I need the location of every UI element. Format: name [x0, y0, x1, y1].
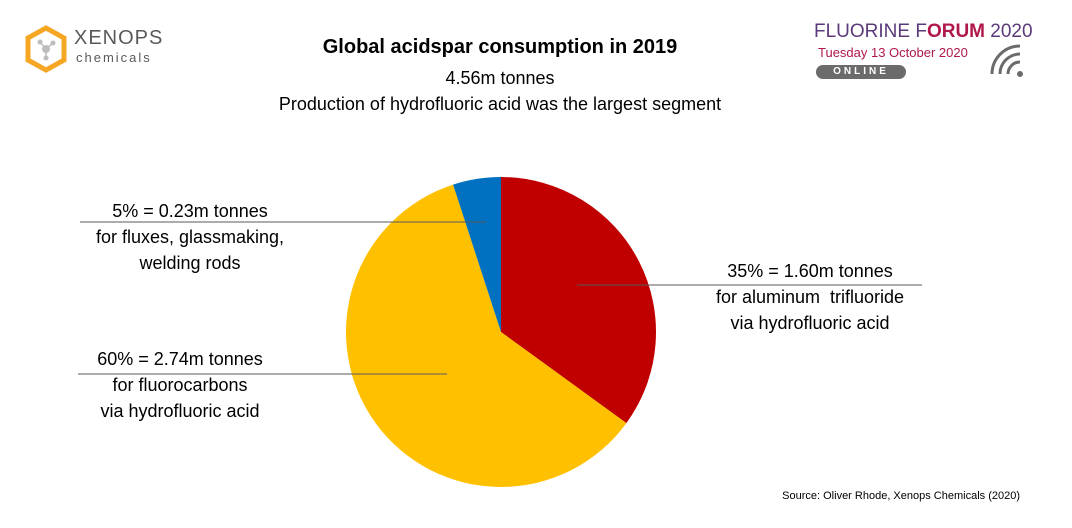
forum-date: Tuesday 13 October 2020 [818, 45, 968, 60]
label-fluorocarbons: 60% = 2.74m tonnes for fluorocarbons via… [60, 346, 300, 424]
xenops-sub: chemicals [76, 50, 152, 65]
label-fluxes-line3: welding rods [139, 253, 241, 273]
label-fluorocarbons-line1: 60% = 2.74m tonnes [97, 349, 263, 369]
xenops-name: XENOPS [74, 27, 164, 49]
pie-slice-fluorocarbons [346, 184, 627, 488]
label-fluxes-line1: 5% = 0.23m tonnes [112, 201, 268, 221]
source-note: Source: Oliver Rhode, Xenops Chemicals (… [782, 490, 1020, 502]
label-aluminum-line1: 35% = 1.60m tonnes [727, 261, 893, 281]
label-fluxes-line2: for fluxes, glassmaking, [95, 227, 285, 247]
label-aluminum-trifluoride: 35% = 1.60m tonnes for aluminum trifluor… [690, 258, 930, 336]
forum-title-part2: ORUM [926, 21, 986, 42]
label-fluorocarbons-line2: for fluorocarbons [112, 375, 248, 395]
label-fluxes: 5% = 0.23m tonnes for fluxes, glassmakin… [70, 198, 310, 276]
wifi-icon [990, 44, 1023, 77]
label-aluminum-line3: via hydrofluoric acid [730, 313, 890, 333]
pie-slice-aluminum-trifluoride [501, 177, 657, 424]
chart-title: Global acidspar consumption in 2019 [322, 36, 678, 58]
xenops-logo [25, 25, 67, 73]
pie-slices [346, 177, 657, 488]
chart-subtitle-note: Production of hydrofluoric acid was the … [278, 94, 722, 114]
forum-title-part3: 2020 [985, 21, 1033, 42]
hexagon-logo-icon [25, 25, 67, 73]
label-aluminum-line2: for aluminum trifluoride [715, 287, 905, 307]
forum-title-part1: FLUORINE F [814, 21, 927, 42]
label-fluorocarbons-line3: via hydrofluoric acid [100, 401, 260, 421]
pie-slice-fluxes [453, 177, 501, 332]
forum-title: FLUORINE FORUM 2020 [814, 21, 1033, 43]
leader-lines [78, 221, 922, 375]
online-badge: ONLINE [816, 65, 906, 79]
chart-subtitle-total: 4.56m tonnes [445, 68, 555, 88]
